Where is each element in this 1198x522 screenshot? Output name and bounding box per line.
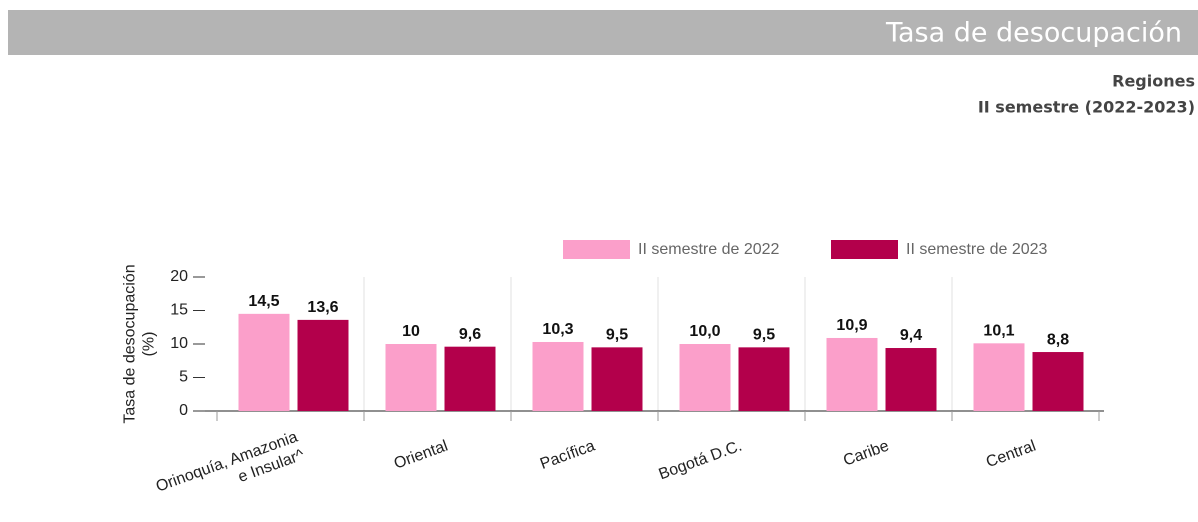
value-label: 9,5 (606, 327, 628, 344)
y-tick-label: 0 (179, 402, 188, 419)
bar (885, 348, 937, 411)
value-label: 9,5 (753, 327, 775, 344)
bar (444, 346, 496, 411)
legend-swatch (831, 240, 898, 259)
value-label: 10,0 (689, 323, 720, 340)
y-axis-label: Tasa de desocupación (%) (122, 264, 158, 423)
bar (385, 344, 437, 411)
period: II semestre (2022-2023) (978, 98, 1195, 117)
legend-swatch (563, 240, 630, 259)
y-tick-label: 20 (170, 268, 188, 285)
value-label: 10,9 (836, 317, 867, 334)
bar (826, 337, 878, 411)
value-label: 10 (402, 323, 420, 340)
bar (973, 343, 1025, 411)
subtitle: Regiones (1112, 72, 1195, 91)
header-title: Tasa de desocupación (885, 18, 1182, 49)
bar (297, 319, 349, 411)
bar (679, 344, 731, 411)
x-tick-label: Oriental (392, 438, 450, 473)
value-label: 10,3 (542, 321, 573, 338)
value-label: 14,5 (248, 293, 279, 310)
bar (1032, 352, 1084, 411)
bar (238, 313, 290, 411)
y-tick-label: 10 (170, 335, 188, 352)
y-tick-label: 5 (179, 369, 188, 386)
legend-label: II semestre de 2022 (638, 241, 780, 258)
x-tick-label: Bogotá D.C. (657, 438, 745, 484)
value-label: 9,6 (459, 326, 481, 343)
x-tick-label: Caribe (841, 438, 891, 470)
x-tick-label: Central (984, 438, 1038, 472)
value-label: 10,1 (983, 323, 1014, 340)
value-label: 13,6 (307, 299, 338, 316)
header-bar (8, 10, 1198, 55)
bar (591, 347, 643, 411)
y-tick-label: 15 (170, 302, 188, 319)
value-label: 9,4 (900, 327, 922, 344)
bar (738, 347, 790, 411)
bar (532, 341, 584, 411)
x-tick-label: Pacífica (538, 438, 597, 473)
value-label: 8,8 (1047, 331, 1069, 348)
x-tick-label: Orinoquía, Amazoniae Insular^ (154, 429, 307, 514)
legend-label: II semestre de 2023 (906, 241, 1048, 258)
